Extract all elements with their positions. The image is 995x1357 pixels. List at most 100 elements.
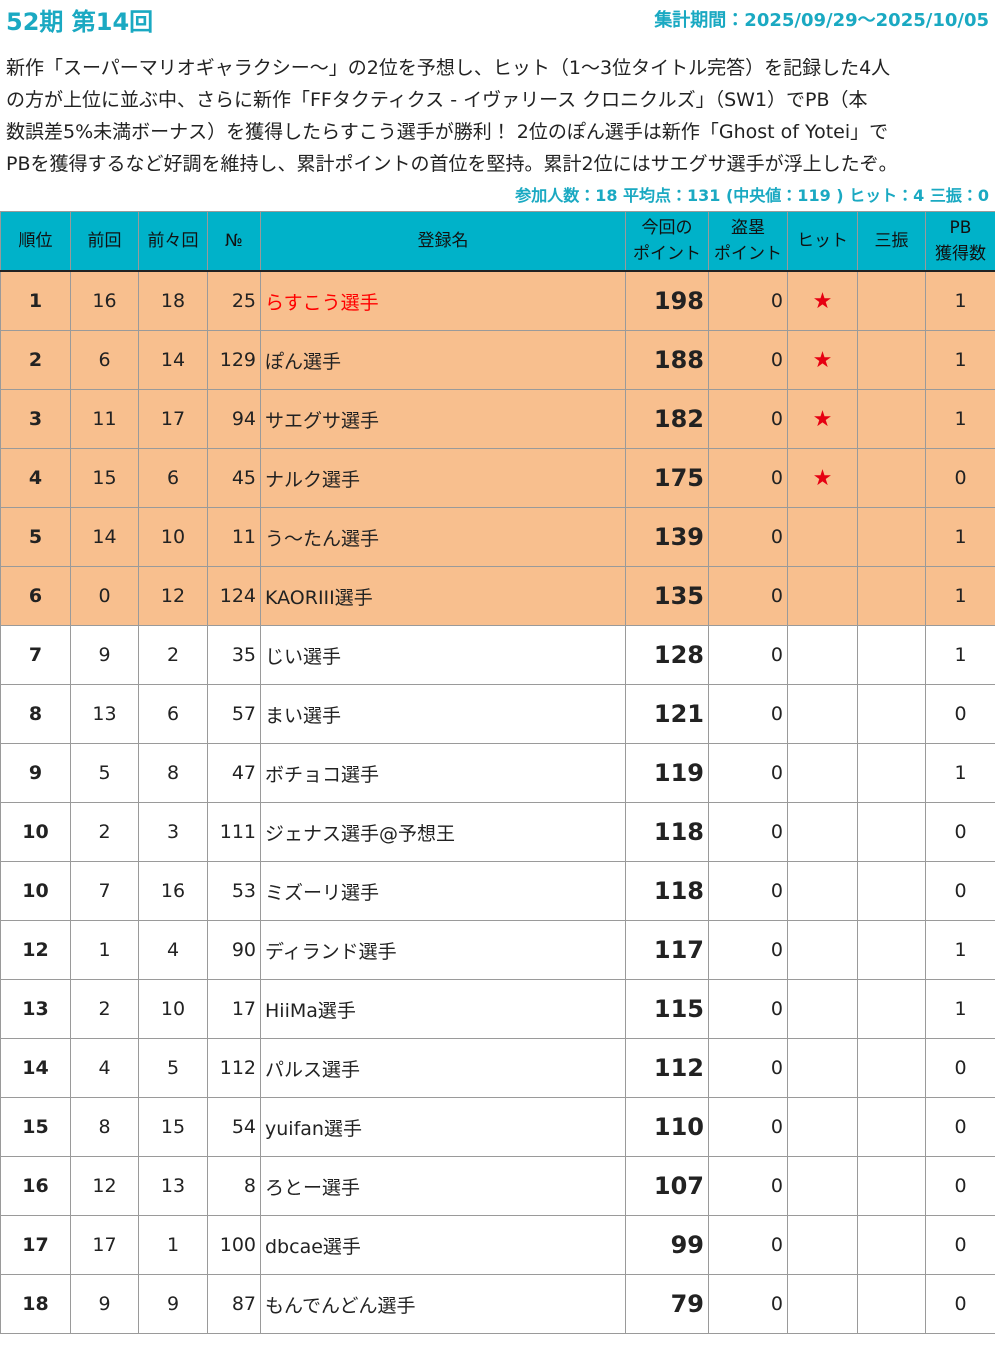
name-cell: ジェナス選手@予想王 bbox=[260, 802, 626, 862]
prev-cell: 13 bbox=[70, 684, 139, 744]
prev-cell: 18 bbox=[138, 270, 208, 331]
table-row: 7 9 2 35 じい選手 128 0 1 bbox=[0, 625, 995, 685]
points-cell: 110 bbox=[625, 1097, 709, 1157]
name-cell: ボチョコ選手 bbox=[260, 743, 626, 803]
prev-cell: 1 bbox=[70, 920, 139, 980]
points-cell: 112 bbox=[625, 1038, 709, 1098]
strikeout-cell bbox=[857, 861, 926, 921]
no-cell: 25 bbox=[207, 270, 261, 331]
hit-cell bbox=[787, 625, 858, 685]
column-header: 登録名 bbox=[260, 211, 626, 272]
summary-line: PBを獲得するなど好調を維持し、累計ポイントの首位を堅持。累計2位にはサエグサ選… bbox=[6, 153, 898, 175]
rank-cell: 1 bbox=[0, 270, 71, 331]
prev-cell: 8 bbox=[138, 743, 208, 803]
points-cell: 128 bbox=[625, 625, 709, 685]
steal-cell: 0 bbox=[708, 1038, 788, 1098]
points-cell: 188 bbox=[625, 330, 709, 390]
table-row: 13 2 10 17 HiiMa選手 115 0 1 bbox=[0, 979, 995, 1039]
pb-cell: 1 bbox=[925, 389, 995, 449]
steal-cell: 0 bbox=[708, 330, 788, 390]
hit-cell bbox=[787, 1274, 858, 1334]
name-cell: ナルク選手 bbox=[260, 448, 626, 508]
pb-cell: 1 bbox=[925, 625, 995, 685]
points-cell: 139 bbox=[625, 507, 709, 567]
prev-cell: 2 bbox=[70, 979, 139, 1039]
no-cell: 90 bbox=[207, 920, 261, 980]
hit-cell: ★ bbox=[787, 270, 858, 331]
table-row: 9 5 8 47 ボチョコ選手 119 0 1 bbox=[0, 743, 995, 803]
strikeout-cell bbox=[857, 330, 926, 390]
pb-cell: 1 bbox=[925, 920, 995, 980]
summary-line: 新作「スーパーマリオギャラクシー〜」の2位を予想し、ヒット（1〜3位タイトル完答… bbox=[6, 57, 891, 79]
summary-line: の方が上位に並ぶ中、さらに新作「FFタクティクス - イヴァリース クロニクルズ… bbox=[6, 89, 868, 111]
strikeout-cell bbox=[857, 566, 926, 626]
pb-cell: 1 bbox=[925, 743, 995, 803]
strikeout-cell bbox=[857, 1156, 926, 1216]
prev-cell: 3 bbox=[138, 802, 208, 862]
name-cell: ぽん選手 bbox=[260, 330, 626, 390]
strikeout-cell bbox=[857, 802, 926, 862]
hit-cell: ★ bbox=[787, 389, 858, 449]
pb-cell: 0 bbox=[925, 1097, 995, 1157]
points-cell: 99 bbox=[625, 1215, 709, 1275]
rank-cell: 4 bbox=[0, 448, 71, 508]
prev-cell: 6 bbox=[138, 684, 208, 744]
steal-cell: 0 bbox=[708, 270, 788, 331]
strikeout-cell bbox=[857, 389, 926, 449]
column-header: 順位 bbox=[0, 211, 71, 272]
steal-cell: 0 bbox=[708, 1156, 788, 1216]
table-row: 2 6 14 129 ぽん選手 188 0 ★ 1 bbox=[0, 330, 995, 390]
name-cell: KAORIII選手 bbox=[260, 566, 626, 626]
prev-cell: 9 bbox=[138, 1274, 208, 1334]
steal-cell: 0 bbox=[708, 1274, 788, 1334]
table-row: 10 2 3 111 ジェナス選手@予想王 118 0 0 bbox=[0, 802, 995, 862]
column-header: № bbox=[207, 211, 261, 272]
hit-cell bbox=[787, 979, 858, 1039]
points-cell: 121 bbox=[625, 684, 709, 744]
hit-cell bbox=[787, 861, 858, 921]
prev-cell: 16 bbox=[138, 861, 208, 921]
rank-cell: 9 bbox=[0, 743, 71, 803]
hit-cell bbox=[787, 1156, 858, 1216]
steal-cell: 0 bbox=[708, 507, 788, 567]
pb-cell: 0 bbox=[925, 1038, 995, 1098]
strikeout-cell bbox=[857, 625, 926, 685]
strikeout-cell bbox=[857, 1274, 926, 1334]
points-cell: 107 bbox=[625, 1156, 709, 1216]
name-cell: う〜たん選手 bbox=[260, 507, 626, 567]
strikeout-cell bbox=[857, 270, 926, 331]
pb-cell: 1 bbox=[925, 979, 995, 1039]
hit-cell bbox=[787, 566, 858, 626]
rank-cell: 14 bbox=[0, 1038, 71, 1098]
hit-cell bbox=[787, 1097, 858, 1157]
prev-cell: 7 bbox=[70, 861, 139, 921]
column-header: ヒット bbox=[787, 211, 858, 272]
no-cell: 11 bbox=[207, 507, 261, 567]
name-cell: ミズーリ選手 bbox=[260, 861, 626, 921]
strikeout-cell bbox=[857, 1097, 926, 1157]
table-row: 16 12 13 8 ろとー選手 107 0 0 bbox=[0, 1156, 995, 1216]
rank-cell: 12 bbox=[0, 920, 71, 980]
pb-cell: 0 bbox=[925, 1274, 995, 1334]
no-cell: 54 bbox=[207, 1097, 261, 1157]
rank-cell: 6 bbox=[0, 566, 71, 626]
column-header: PB 獲得数 bbox=[925, 211, 995, 272]
points-cell: 175 bbox=[625, 448, 709, 508]
name-cell: パルス選手 bbox=[260, 1038, 626, 1098]
points-cell: 115 bbox=[625, 979, 709, 1039]
prev-cell: 10 bbox=[138, 507, 208, 567]
name-cell: ディランド選手 bbox=[260, 920, 626, 980]
pb-cell: 0 bbox=[925, 802, 995, 862]
no-cell: 100 bbox=[207, 1215, 261, 1275]
points-cell: 118 bbox=[625, 802, 709, 862]
points-cell: 135 bbox=[625, 566, 709, 626]
steal-cell: 0 bbox=[708, 389, 788, 449]
rank-cell: 15 bbox=[0, 1097, 71, 1157]
points-cell: 119 bbox=[625, 743, 709, 803]
no-cell: 53 bbox=[207, 861, 261, 921]
prev-cell: 12 bbox=[70, 1156, 139, 1216]
hit-cell bbox=[787, 1215, 858, 1275]
rank-cell: 7 bbox=[0, 625, 71, 685]
prev-cell: 2 bbox=[70, 802, 139, 862]
